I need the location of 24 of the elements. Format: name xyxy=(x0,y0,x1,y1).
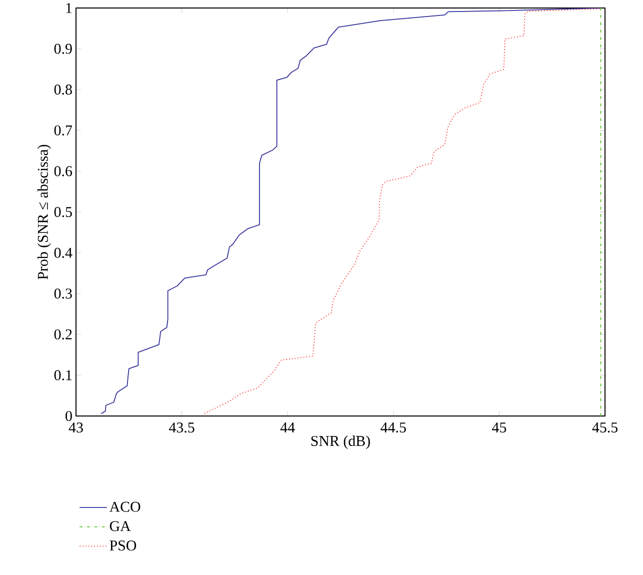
x-tick-label: 43 xyxy=(68,422,83,433)
y-tick-label: 0.7 xyxy=(54,125,72,136)
y-tick-label: 0.1 xyxy=(54,370,72,380)
legend-label: GA xyxy=(110,521,131,532)
y-axis-title: Prob (SNR ≤ abscissa) xyxy=(37,144,51,280)
legend-label: ACO xyxy=(109,502,140,512)
y-tick-label: 0.4 xyxy=(54,248,72,258)
line-series xyxy=(204,8,600,414)
y-tick-label: 0 xyxy=(66,410,72,422)
x-tick-label: 45 xyxy=(492,422,506,432)
line-series xyxy=(100,8,602,414)
y-tick-label: 0.8 xyxy=(54,84,72,95)
y-tick-label: 0.5 xyxy=(54,206,72,218)
y-tick-label: 0.6 xyxy=(54,166,72,176)
x-tick-label: 43.5 xyxy=(169,422,194,433)
x-axis-title: SNR (dB) xyxy=(311,435,370,450)
x-tick-label: 44 xyxy=(280,422,295,432)
y-tick-label: 0.9 xyxy=(54,44,72,54)
x-tick-label: 45.5 xyxy=(592,422,618,433)
legend-label: PSO xyxy=(110,540,136,551)
y-tick-label: 0.3 xyxy=(54,288,72,299)
y-tick-label: 1 xyxy=(66,3,72,13)
y-tick-label: 0.2 xyxy=(54,329,72,340)
x-tick-label: 44.5 xyxy=(380,422,406,433)
